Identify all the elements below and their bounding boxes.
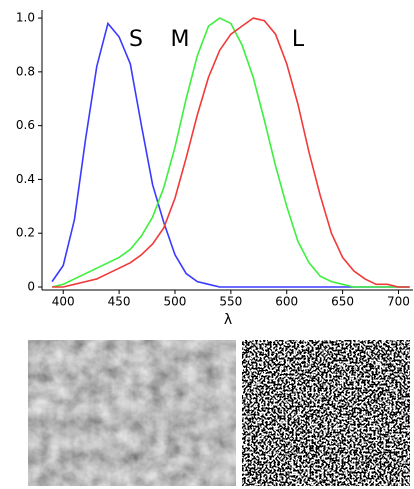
y-tick-label: 1.0 [16, 11, 35, 25]
y-tick-label: 0 [27, 280, 35, 294]
x-tick-label: 550 [219, 295, 242, 309]
x-tick-label: 400 [52, 295, 75, 309]
annotation: L [292, 27, 305, 52]
x-tick-label: 600 [275, 295, 298, 309]
x-tick-label: 650 [331, 295, 354, 309]
line-series [52, 17, 410, 288]
annotation: S [129, 27, 143, 52]
annotation: M [171, 27, 190, 52]
x-axis-label: λ [224, 312, 232, 328]
photo [28, 340, 236, 486]
x-tick-label: 450 [108, 295, 131, 309]
line-series [51, 17, 410, 288]
y-tick-label: 0.8 [16, 64, 35, 78]
x-tick-label: 700 [387, 295, 410, 309]
y-tick-label: 0.4 [16, 172, 35, 186]
y-tick-label: 0.2 [16, 226, 35, 240]
y-tick-label: 0.6 [16, 118, 35, 132]
line-series [51, 21, 410, 288]
x-tick-label: 500 [164, 295, 187, 309]
dithered-image [242, 340, 410, 486]
